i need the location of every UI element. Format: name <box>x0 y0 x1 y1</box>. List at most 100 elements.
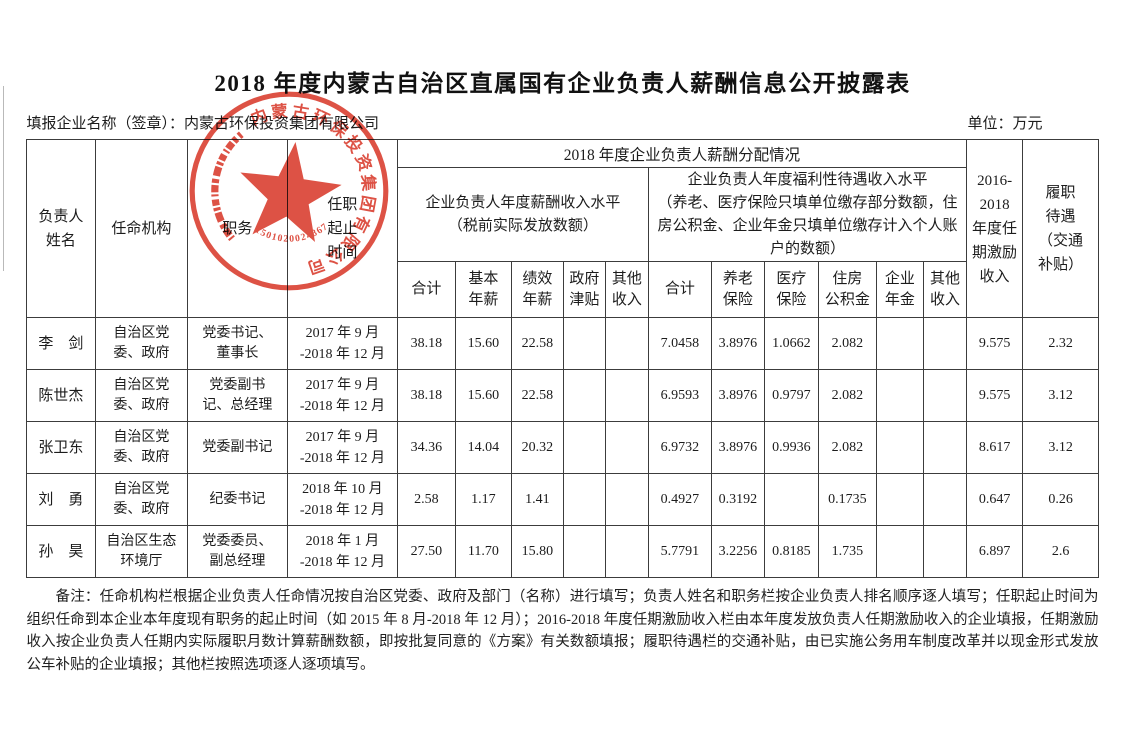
unit-label: 单位：万元 <box>967 116 1043 132</box>
header-term-incentive: 2016- 2018 年度任 期激励 收入 <box>966 139 1024 318</box>
cell-medical: 0.9797 <box>763 369 819 422</box>
cell-name: 刘 勇 <box>25 473 96 526</box>
cell-medical: 0.9936 <box>763 421 819 474</box>
header-pension: 养老 保险 <box>710 261 765 318</box>
cell-pension: 3.8976 <box>710 317 765 370</box>
salary-disclosure-table: 负责人 姓名 任命机构 职务 任职 起止 时间 2018 年度企业负责人薪酬分配… <box>25 139 1100 578</box>
cell-name: 陈世杰 <box>25 369 96 422</box>
cell-tenure: 2017 年 9 月 -2018 年 12 月 <box>286 317 398 370</box>
cell-welfare-total: 0.4927 <box>647 473 712 526</box>
cell-welfare-total: 6.9732 <box>647 421 712 474</box>
header-salary-group: 企业负责人年度薪酬收入水平 （税前实际发放数额） <box>396 167 649 262</box>
header-row-subgroups: 企业负责人年度薪酬收入水平 （税前实际发放数额） 企业负责人年度福利性待遇收入水… <box>26 167 1098 262</box>
footnote: 备注：任命机构栏根据企业负责人任命情况按自治区党委、政府及部门（名称）进行填写；… <box>26 589 1099 673</box>
header-duty-allowance: 履职 待遇 （交通 补贴） <box>1022 139 1100 318</box>
cell-salary-total: 38.18 <box>396 317 456 370</box>
cell-welfare-total: 7.0458 <box>647 317 712 370</box>
cell-annuity <box>875 317 924 370</box>
cell-transport-allowance: 2.32 <box>1022 317 1100 370</box>
header-gov-allowance: 政府 津贴 <box>562 261 606 318</box>
cell-pension: 3.2256 <box>710 525 765 578</box>
header-medical: 医疗 保险 <box>763 261 819 318</box>
cell-performance-salary: 15.80 <box>510 525 564 578</box>
header-row-columns: 合计 基本 年薪 绩效 年薪 政府 津贴 其他 收入 合计 养老 保险 医疗 保… <box>26 261 1098 318</box>
cell-gov-allowance <box>562 525 606 578</box>
cell-position: 党委副书 记、总经理 <box>186 369 288 422</box>
cell-salary-total: 27.50 <box>396 525 456 578</box>
cell-welfare-other <box>922 473 968 526</box>
header-row-groups: 负责人 姓名 任命机构 职务 任职 起止 时间 2018 年度企业负责人薪酬分配… <box>25 139 1100 318</box>
page-title: 2018 年度内蒙古自治区直属国有企业负责人薪酬信息公开披露表 <box>214 71 911 96</box>
header-position: 职务 <box>186 139 288 318</box>
header-salary-total: 合计 <box>396 261 456 318</box>
table-row: 李 剑 自治区党 委、政府 党委书记、 董事长 2017 年 9 月 -2018… <box>25 317 1100 370</box>
cell-pension: 3.8976 <box>710 421 765 474</box>
cell-base-salary: 1.17 <box>454 473 512 526</box>
cell-base-salary: 15.60 <box>454 317 512 370</box>
cell-annuity <box>875 525 924 578</box>
cell-term-incentive: 9.575 <box>966 317 1024 370</box>
cell-annuity <box>875 473 924 526</box>
cell-tenure: 2017 年 9 月 -2018 年 12 月 <box>286 369 398 422</box>
company-name-line: 填报企业名称（签章）：内蒙古环保投资集团有限公司 <box>27 112 380 133</box>
cell-name: 李 剑 <box>25 317 96 370</box>
cell-gov-allowance <box>562 369 606 422</box>
header-distribution-group: 2018 年度企业负责人薪酬分配情况 <box>396 139 968 168</box>
cell-base-salary: 11.70 <box>454 525 512 578</box>
cell-pension: 0.3192 <box>710 473 765 526</box>
cell-pension: 3.8976 <box>710 369 765 422</box>
header-name: 负责人 姓名 <box>25 139 96 318</box>
company-name: 内蒙古环保投资集团有限公司 <box>184 116 380 132</box>
cell-welfare-other <box>922 421 968 474</box>
cell-other-income <box>604 421 649 474</box>
cell-name: 孙 昊 <box>25 525 96 578</box>
meta-row: 填报企业名称（签章）：内蒙古环保投资集团有限公司 单位：万元 <box>27 112 1099 133</box>
cell-annuity <box>875 369 924 422</box>
cell-agency: 自治区党 委、政府 <box>94 421 188 474</box>
cell-housing-fund: 2.082 <box>817 317 877 370</box>
header-welfare-other: 其他 收入 <box>922 261 968 318</box>
header-housing-fund: 住房 公积金 <box>817 261 877 318</box>
cell-term-incentive: 0.647 <box>966 473 1024 526</box>
cell-salary-total: 38.18 <box>396 369 456 422</box>
cell-performance-salary: 22.58 <box>510 369 564 422</box>
cell-welfare-other <box>922 317 968 370</box>
cell-term-incentive: 6.897 <box>966 525 1024 578</box>
cell-salary-total: 2.58 <box>396 473 456 526</box>
header-performance-salary: 绩效 年薪 <box>510 261 564 318</box>
cell-gov-allowance <box>562 473 606 526</box>
cell-transport-allowance: 2.6 <box>1022 525 1100 578</box>
cell-position: 纪委书记 <box>186 473 288 526</box>
cell-other-income <box>604 525 649 578</box>
cell-position: 党委书记、 董事长 <box>186 317 288 370</box>
document-page: 内蒙古环保投资集团有限公司 1501020024867 2018 年度内蒙古自治… <box>0 64 1125 752</box>
cell-performance-salary: 20.32 <box>510 421 564 474</box>
cell-housing-fund: 1.735 <box>817 525 877 578</box>
cell-name: 张卫东 <box>25 421 96 474</box>
scan-edge-artifact <box>3 86 4 271</box>
table-row: 刘 勇 自治区党 委、政府 纪委书记 2018 年 10 月 -2018 年 1… <box>25 473 1100 526</box>
cell-gov-allowance <box>562 421 606 474</box>
cell-welfare-other <box>922 525 968 578</box>
cell-agency: 自治区生态 环境厅 <box>94 525 188 578</box>
header-base-salary: 基本 年薪 <box>454 261 512 318</box>
cell-housing-fund: 0.1735 <box>817 473 877 526</box>
cell-medical: 0.8185 <box>763 525 819 578</box>
cell-salary-total: 34.36 <box>396 421 456 474</box>
cell-medical <box>763 473 819 526</box>
cell-housing-fund: 2.082 <box>817 421 877 474</box>
cell-tenure: 2018 年 1 月 -2018 年 12 月 <box>286 525 398 578</box>
cell-other-income <box>604 473 649 526</box>
cell-gov-allowance <box>562 317 606 370</box>
header-agency: 任命机构 <box>94 139 188 318</box>
cell-tenure: 2017 年 9 月 -2018 年 12 月 <box>286 421 398 474</box>
header-annuity: 企业 年金 <box>875 261 924 318</box>
cell-position: 党委委员、 副总经理 <box>186 525 288 578</box>
cell-term-incentive: 8.617 <box>966 421 1024 474</box>
header-welfare-group: 企业负责人年度福利性待遇收入水平 （养老、医疗保险只填单位缴存部分数额，住 房公… <box>647 167 968 262</box>
table-row: 孙 昊 自治区生态 环境厅 党委委员、 副总经理 2018 年 1 月 -201… <box>25 525 1100 578</box>
cell-other-income <box>604 317 649 370</box>
cell-annuity <box>875 421 924 474</box>
cell-welfare-total: 6.9593 <box>647 369 712 422</box>
cell-housing-fund: 2.082 <box>817 369 877 422</box>
